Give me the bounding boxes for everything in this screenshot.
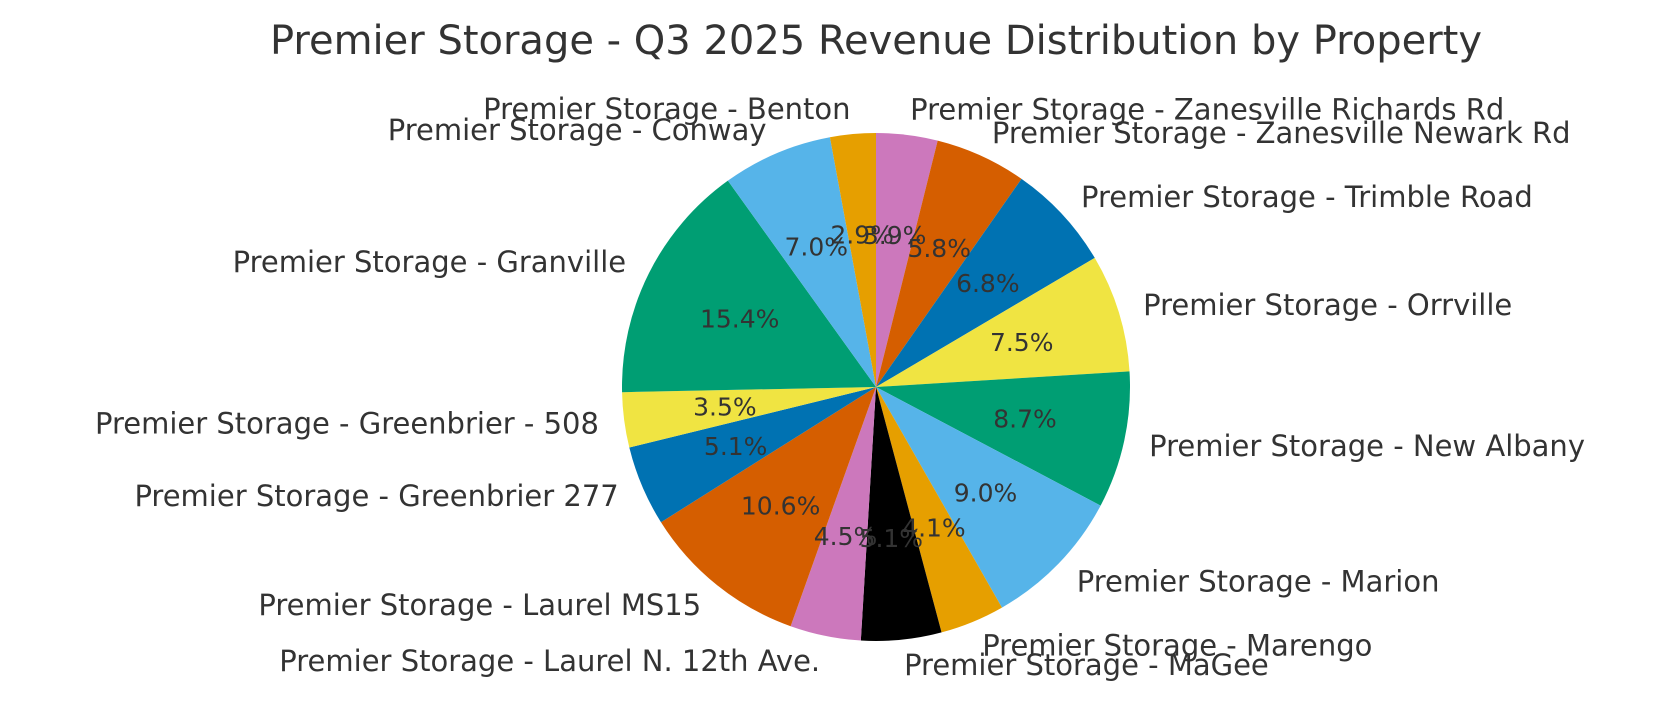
- percent-label: 5.1%: [860, 524, 924, 553]
- slice-label: Premier Storage - New Albany: [1149, 429, 1585, 463]
- slice-label: Premier Storage - Conway: [388, 113, 767, 147]
- pie-slice: [629, 387, 876, 523]
- slice-label: Premier Storage - Benton: [483, 92, 850, 126]
- pie-slice: [876, 371, 1130, 506]
- percent-label: 4.1%: [902, 513, 966, 542]
- percent-label: 5.8%: [907, 234, 971, 263]
- percent-label: 7.5%: [990, 328, 1054, 357]
- pie-slice: [622, 387, 876, 448]
- pie-slice: [876, 257, 1130, 387]
- slice-label: Premier Storage - Greenbrier 277: [134, 479, 618, 513]
- slice-label: Premier Storage - Zanesville Newark Rd: [992, 116, 1571, 150]
- percent-label: 3.5%: [693, 392, 757, 421]
- percent-labels: 3.9%5.8%6.8%7.5%8.7%9.0%4.1%5.1%4.5%10.6…: [693, 221, 1057, 553]
- slice-labels: Premier Storage - Zanesville Richards Rd…: [95, 92, 1585, 682]
- pie-slice: [876, 133, 938, 387]
- pie-slice: [860, 387, 942, 641]
- percent-label: 3.9%: [863, 221, 927, 250]
- percent-label: 5.1%: [704, 432, 768, 461]
- slice-label: Premier Storage - Laurel MS15: [258, 588, 701, 622]
- percent-label: 6.8%: [956, 269, 1020, 298]
- slice-label: Premier Storage - Granville: [233, 245, 626, 279]
- pie-slice: [660, 387, 876, 627]
- percent-label: 9.0%: [954, 478, 1018, 507]
- pie-slice: [621, 180, 876, 393]
- slice-label: Premier Storage - MaGee: [904, 648, 1269, 682]
- pie-slices: [621, 133, 1130, 641]
- percent-label: 10.6%: [741, 491, 820, 520]
- pie-slice: [790, 387, 876, 641]
- slice-label: Premier Storage - Laurel N. 12th Ave.: [279, 644, 820, 678]
- pie-slice: [727, 137, 876, 387]
- pie-slice: [876, 140, 1022, 387]
- pie-slice: [876, 178, 1095, 387]
- percent-label: 8.7%: [993, 405, 1057, 434]
- percent-label: 15.4%: [700, 304, 779, 333]
- slice-label: Premier Storage - Marion: [1077, 564, 1440, 598]
- slice-label: Premier Storage - Greenbrier - 508: [95, 406, 599, 440]
- pie-slice: [876, 387, 1101, 608]
- pie-slice: [876, 387, 1002, 633]
- pie-slice: [829, 133, 876, 387]
- chart-title: Premier Storage - Q3 2025 Revenue Distri…: [270, 18, 1482, 64]
- slice-label: Premier Storage - Marengo: [982, 628, 1372, 662]
- percent-label: 4.5%: [814, 522, 878, 551]
- slice-label: Premier Storage - Trimble Road: [1081, 180, 1533, 214]
- slice-label: Premier Storage - Orrville: [1143, 288, 1512, 322]
- percent-label: 7.0%: [785, 232, 849, 261]
- percent-label: 2.9%: [830, 221, 894, 250]
- slice-label: Premier Storage - Zanesville Richards Rd: [910, 93, 1504, 127]
